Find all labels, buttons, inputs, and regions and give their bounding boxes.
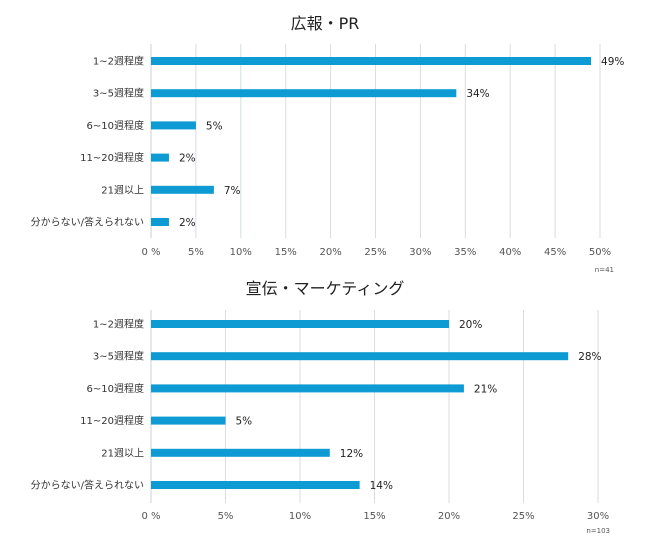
data-labels-marketing: 20% 28% 21% 5% 12% 14% bbox=[236, 319, 602, 492]
data-label-marketing-5: 14% bbox=[370, 480, 393, 492]
data-label-marketing-4: 12% bbox=[340, 448, 363, 460]
gridlines-marketing bbox=[150, 310, 599, 503]
x-tick-label-pr-0: 0 % bbox=[141, 247, 160, 258]
category-label-pr-2: 6~10週程度 bbox=[87, 119, 144, 132]
bar-marketing-4 bbox=[151, 448, 330, 457]
x-tick-label-pr-15: 15% bbox=[275, 247, 297, 258]
x-tick-label-marketing-0: 0 % bbox=[141, 511, 160, 522]
data-label-pr-2: 5% bbox=[206, 120, 223, 132]
category-labels-pr: 1~2週程度 3~5週程度 6~10週程度 11~20週程度 21週以上分からない/答え… bbox=[31, 55, 144, 229]
chart-title-pr: 広報・PR bbox=[291, 14, 360, 33]
gridlines-pr bbox=[150, 44, 601, 238]
bar-marketing-2 bbox=[151, 384, 464, 393]
x-tick-label-marketing-25: 25% bbox=[512, 511, 534, 522]
category-label-pr-4: 21週以上 bbox=[101, 184, 144, 196]
category-label-marketing-5: 分からない/答えられない bbox=[31, 479, 144, 492]
x-tick-label-marketing-30: 30% bbox=[587, 511, 609, 522]
data-label-marketing-3: 5% bbox=[236, 416, 253, 428]
x-tick-labels-pr: 0 % 5% 10% 15% 20% 25% 30% 35% 40% 45% 50% bbox=[141, 247, 611, 258]
category-label-marketing-3: 11~20週程度 bbox=[80, 414, 144, 427]
data-label-pr-0: 49% bbox=[601, 56, 624, 68]
x-tick-label-pr-35: 35% bbox=[454, 247, 476, 258]
bar-marketing-1 bbox=[151, 352, 569, 361]
chart-title-marketing: 宣伝・マーケティング bbox=[246, 279, 405, 298]
bars-marketing bbox=[151, 320, 569, 489]
x-tick-label-pr-30: 30% bbox=[409, 247, 431, 258]
data-label-marketing-0: 20% bbox=[459, 319, 482, 331]
category-label-pr-0: 1~2週程度 bbox=[93, 55, 144, 68]
x-tick-label-pr-40: 40% bbox=[499, 247, 521, 258]
data-label-marketing-2: 21% bbox=[474, 383, 497, 395]
x-tick-label-pr-45: 45% bbox=[544, 247, 566, 258]
bars-pr bbox=[151, 57, 592, 226]
category-label-pr-5: 分からない/答えられない bbox=[31, 216, 144, 229]
sample-size-note-pr: n=41 bbox=[595, 266, 614, 274]
x-tick-label-marketing-5: 5% bbox=[218, 511, 234, 522]
bar-pr-0 bbox=[151, 57, 592, 65]
category-labels-marketing: 1~2週程度 3~5週程度 6~10週程度 11~20週程度 21週以上分からない/答え… bbox=[31, 318, 144, 492]
category-label-marketing-0: 1~2週程度 bbox=[93, 318, 144, 331]
bar-pr-1 bbox=[151, 89, 457, 98]
x-tick-label-pr-25: 25% bbox=[364, 247, 386, 258]
chart-pr: 広報・PR 1~2週程度 3~5週程度 6~10週程度 11~20週程度 21週以上分か… bbox=[31, 14, 625, 274]
x-tick-label-marketing-10: 10% bbox=[289, 511, 311, 522]
x-tick-label-pr-10: 10% bbox=[230, 247, 252, 258]
x-tick-label-marketing-15: 15% bbox=[363, 511, 385, 522]
category-label-pr-1: 3~5週程度 bbox=[93, 87, 144, 100]
data-label-pr-1: 34% bbox=[466, 88, 489, 100]
data-labels-pr: 49% 34% 5% 2% 7% 2% bbox=[179, 56, 624, 229]
data-label-pr-4: 7% bbox=[224, 185, 241, 197]
category-label-pr-3: 11~20週程度 bbox=[80, 151, 144, 164]
chart-marketing: 宣伝・マーケティング 1~2週程度 3~5週程度 6~10週程度 11~20週程度 21… bbox=[31, 279, 610, 535]
data-label-pr-3: 2% bbox=[179, 153, 196, 165]
bar-marketing-3 bbox=[151, 416, 226, 425]
x-tick-label-pr-20: 20% bbox=[319, 247, 341, 258]
bar-marketing-5 bbox=[151, 481, 360, 489]
bar-pr-4 bbox=[151, 185, 214, 194]
x-tick-labels-marketing: 0 % 5% 10% 15% 20% 25% 30% bbox=[141, 511, 609, 522]
x-tick-label-marketing-20: 20% bbox=[438, 511, 460, 522]
bar-marketing-0 bbox=[151, 320, 449, 328]
category-label-marketing-2: 6~10週程度 bbox=[87, 382, 144, 395]
category-label-marketing-1: 3~5週程度 bbox=[93, 350, 144, 363]
x-tick-label-pr-5: 5% bbox=[188, 247, 204, 258]
bar-pr-3 bbox=[151, 153, 169, 162]
bar-pr-5 bbox=[151, 218, 169, 226]
sample-size-note-marketing: n=103 bbox=[586, 527, 610, 535]
data-label-pr-5: 2% bbox=[179, 217, 196, 229]
category-label-marketing-4: 21週以上 bbox=[101, 447, 144, 459]
x-tick-label-pr-50: 50% bbox=[589, 247, 611, 258]
data-label-marketing-1: 28% bbox=[578, 351, 601, 363]
bar-pr-2 bbox=[151, 121, 196, 130]
